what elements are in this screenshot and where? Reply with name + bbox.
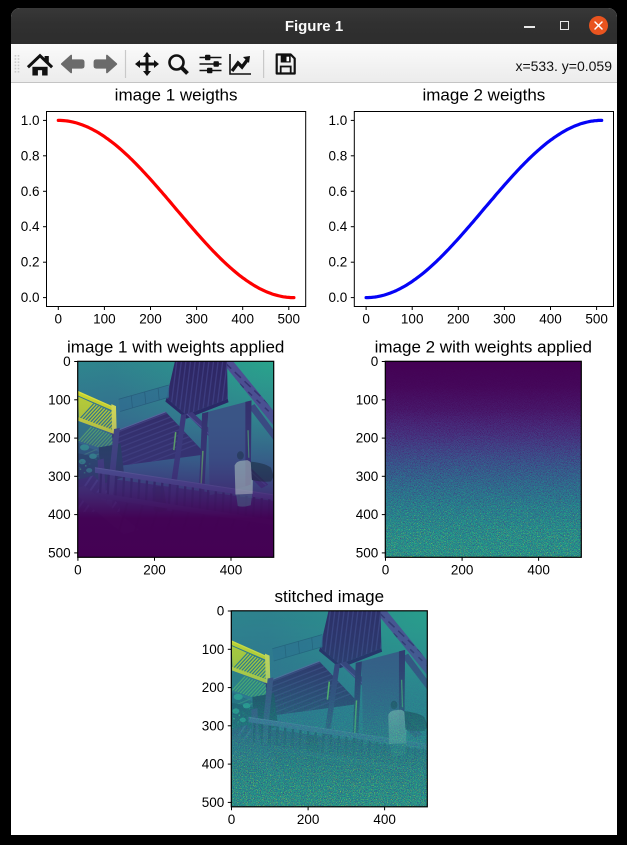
svg-text:300: 300 xyxy=(493,312,516,327)
svg-text:300: 300 xyxy=(185,312,208,327)
svg-text:200: 200 xyxy=(202,680,225,695)
svg-text:0.2: 0.2 xyxy=(329,255,348,270)
svg-text:0: 0 xyxy=(371,354,379,369)
svg-text:0: 0 xyxy=(217,604,225,619)
svg-text:1.0: 1.0 xyxy=(21,113,40,128)
svg-text:200: 200 xyxy=(447,312,470,327)
svg-text:0.8: 0.8 xyxy=(329,148,348,163)
svg-text:200: 200 xyxy=(139,312,162,327)
svg-text:0: 0 xyxy=(228,812,236,827)
svg-text:400: 400 xyxy=(202,757,225,772)
svg-text:400: 400 xyxy=(48,507,71,522)
svg-text:300: 300 xyxy=(202,718,225,733)
svg-text:200: 200 xyxy=(297,812,320,827)
svg-text:image 2 with weights applied: image 2 with weights applied xyxy=(375,337,592,356)
svg-text:image 1 weigths: image 1 weigths xyxy=(115,86,238,105)
svg-text:0.6: 0.6 xyxy=(329,184,348,199)
svg-text:500: 500 xyxy=(278,312,301,327)
svg-text:400: 400 xyxy=(220,562,243,577)
svg-text:0.8: 0.8 xyxy=(21,148,40,163)
svg-text:200: 200 xyxy=(143,562,166,577)
svg-text:image 1 with weights applied: image 1 with weights applied xyxy=(67,337,284,356)
svg-text:200: 200 xyxy=(48,431,71,446)
svg-text:400: 400 xyxy=(527,562,550,577)
svg-text:0.0: 0.0 xyxy=(329,290,348,305)
svg-text:400: 400 xyxy=(539,312,562,327)
svg-text:0: 0 xyxy=(362,312,370,327)
svg-text:stitched image: stitched image xyxy=(274,587,384,606)
svg-text:100: 100 xyxy=(48,392,71,407)
svg-text:400: 400 xyxy=(231,312,254,327)
svg-text:100: 100 xyxy=(401,312,424,327)
svg-text:image 2 weigths: image 2 weigths xyxy=(422,86,545,105)
svg-text:500: 500 xyxy=(356,545,379,560)
svg-text:500: 500 xyxy=(202,795,225,810)
svg-text:0: 0 xyxy=(382,562,390,577)
svg-text:200: 200 xyxy=(356,431,379,446)
svg-text:100: 100 xyxy=(93,312,116,327)
svg-text:500: 500 xyxy=(585,312,608,327)
svg-text:300: 300 xyxy=(48,469,71,484)
svg-text:300: 300 xyxy=(356,469,379,484)
svg-text:0: 0 xyxy=(63,354,71,369)
svg-text:0.6: 0.6 xyxy=(21,184,40,199)
svg-text:0: 0 xyxy=(55,312,63,327)
svg-text:100: 100 xyxy=(202,642,225,657)
svg-text:0.4: 0.4 xyxy=(21,219,40,234)
svg-text:100: 100 xyxy=(356,392,379,407)
svg-text:0.0: 0.0 xyxy=(21,290,40,305)
svg-text:200: 200 xyxy=(451,562,474,577)
svg-text:400: 400 xyxy=(373,812,396,827)
svg-text:500: 500 xyxy=(48,545,71,560)
svg-text:0.2: 0.2 xyxy=(21,255,40,270)
svg-text:1.0: 1.0 xyxy=(329,113,348,128)
svg-text:400: 400 xyxy=(356,507,379,522)
svg-text:0.4: 0.4 xyxy=(329,219,348,234)
svg-text:0: 0 xyxy=(74,562,82,577)
